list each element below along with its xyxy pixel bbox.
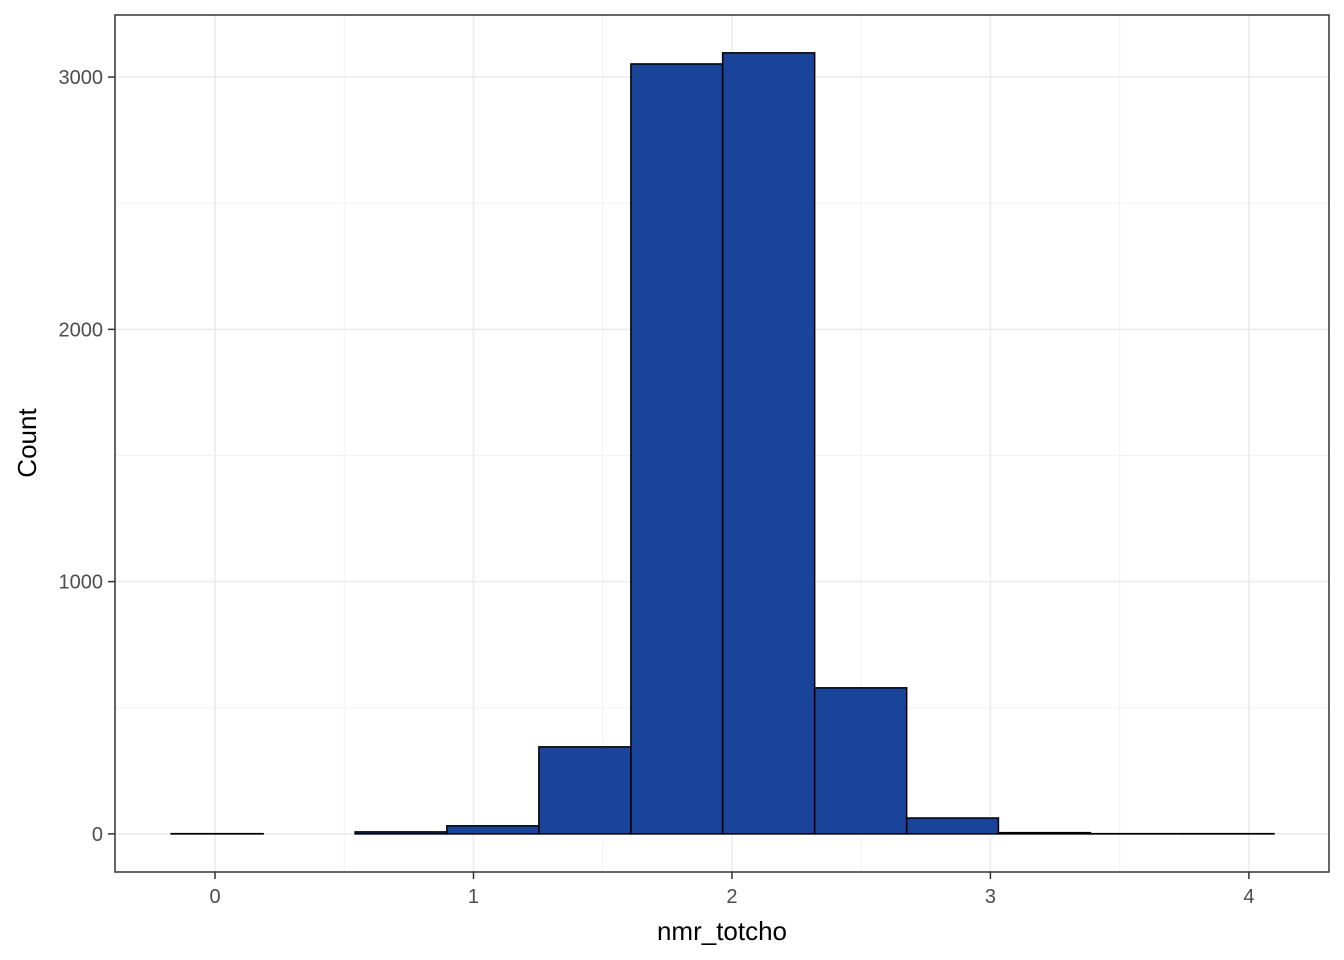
x-tick-label: 3 <box>985 886 996 908</box>
bars <box>170 52 1275 835</box>
axes: 0 1 2 3 4 0 1000 2000 3000 <box>59 67 1255 908</box>
bar <box>813 687 908 835</box>
panel-border <box>114 14 1330 873</box>
y-tick-label: 3000 <box>59 67 104 89</box>
bar <box>538 746 632 835</box>
y-tick-label: 1000 <box>59 572 104 594</box>
y-axis-title: Count <box>12 408 42 478</box>
bar <box>446 825 540 835</box>
x-tick-label: 2 <box>726 886 737 908</box>
x-tick-label: 4 <box>1243 886 1254 908</box>
y-tick-label: 0 <box>92 824 103 846</box>
bar <box>997 831 1092 835</box>
bar <box>630 63 724 835</box>
x-axis-title: nmr_totcho <box>657 916 787 946</box>
y-tick-label: 2000 <box>59 319 104 341</box>
bar <box>905 817 1000 835</box>
x-tick-label: 1 <box>468 886 479 908</box>
bar <box>721 52 816 835</box>
bar <box>354 831 448 835</box>
x-tick-label: 0 <box>209 886 220 908</box>
